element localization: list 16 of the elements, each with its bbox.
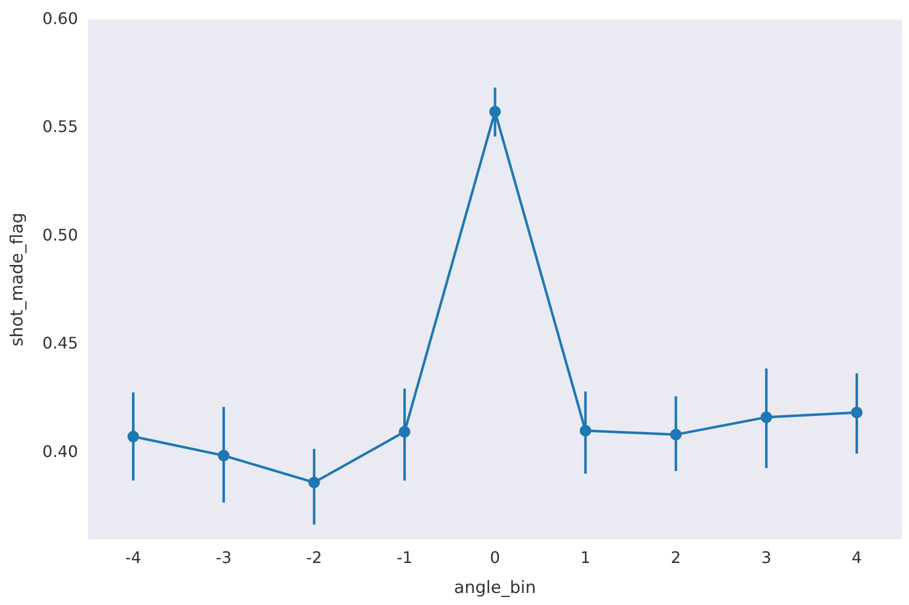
x-tick-label: 0 — [490, 548, 500, 568]
x-tick-label: -3 — [216, 548, 232, 568]
x-tick-label: -1 — [396, 548, 413, 568]
y-tick-label: 0.45 — [42, 334, 78, 353]
y-tick-label: 0.50 — [42, 225, 78, 244]
x-tick-label: -2 — [306, 548, 322, 568]
x-axis-title: angle_bin — [454, 578, 536, 598]
x-tick-label: 4 — [852, 548, 862, 568]
y-tick-label: 0.60 — [42, 8, 78, 28]
x-tick-label: 2 — [670, 548, 681, 568]
y-tick-label: 0.55 — [42, 117, 78, 136]
x-tick-label: 3 — [761, 548, 772, 568]
x-tick-label: 1 — [580, 548, 591, 568]
y-axis-title: shot_made_flag — [8, 212, 28, 346]
y-tick-label: 0.40 — [42, 442, 78, 461]
x-tick-label: -4 — [125, 548, 142, 568]
